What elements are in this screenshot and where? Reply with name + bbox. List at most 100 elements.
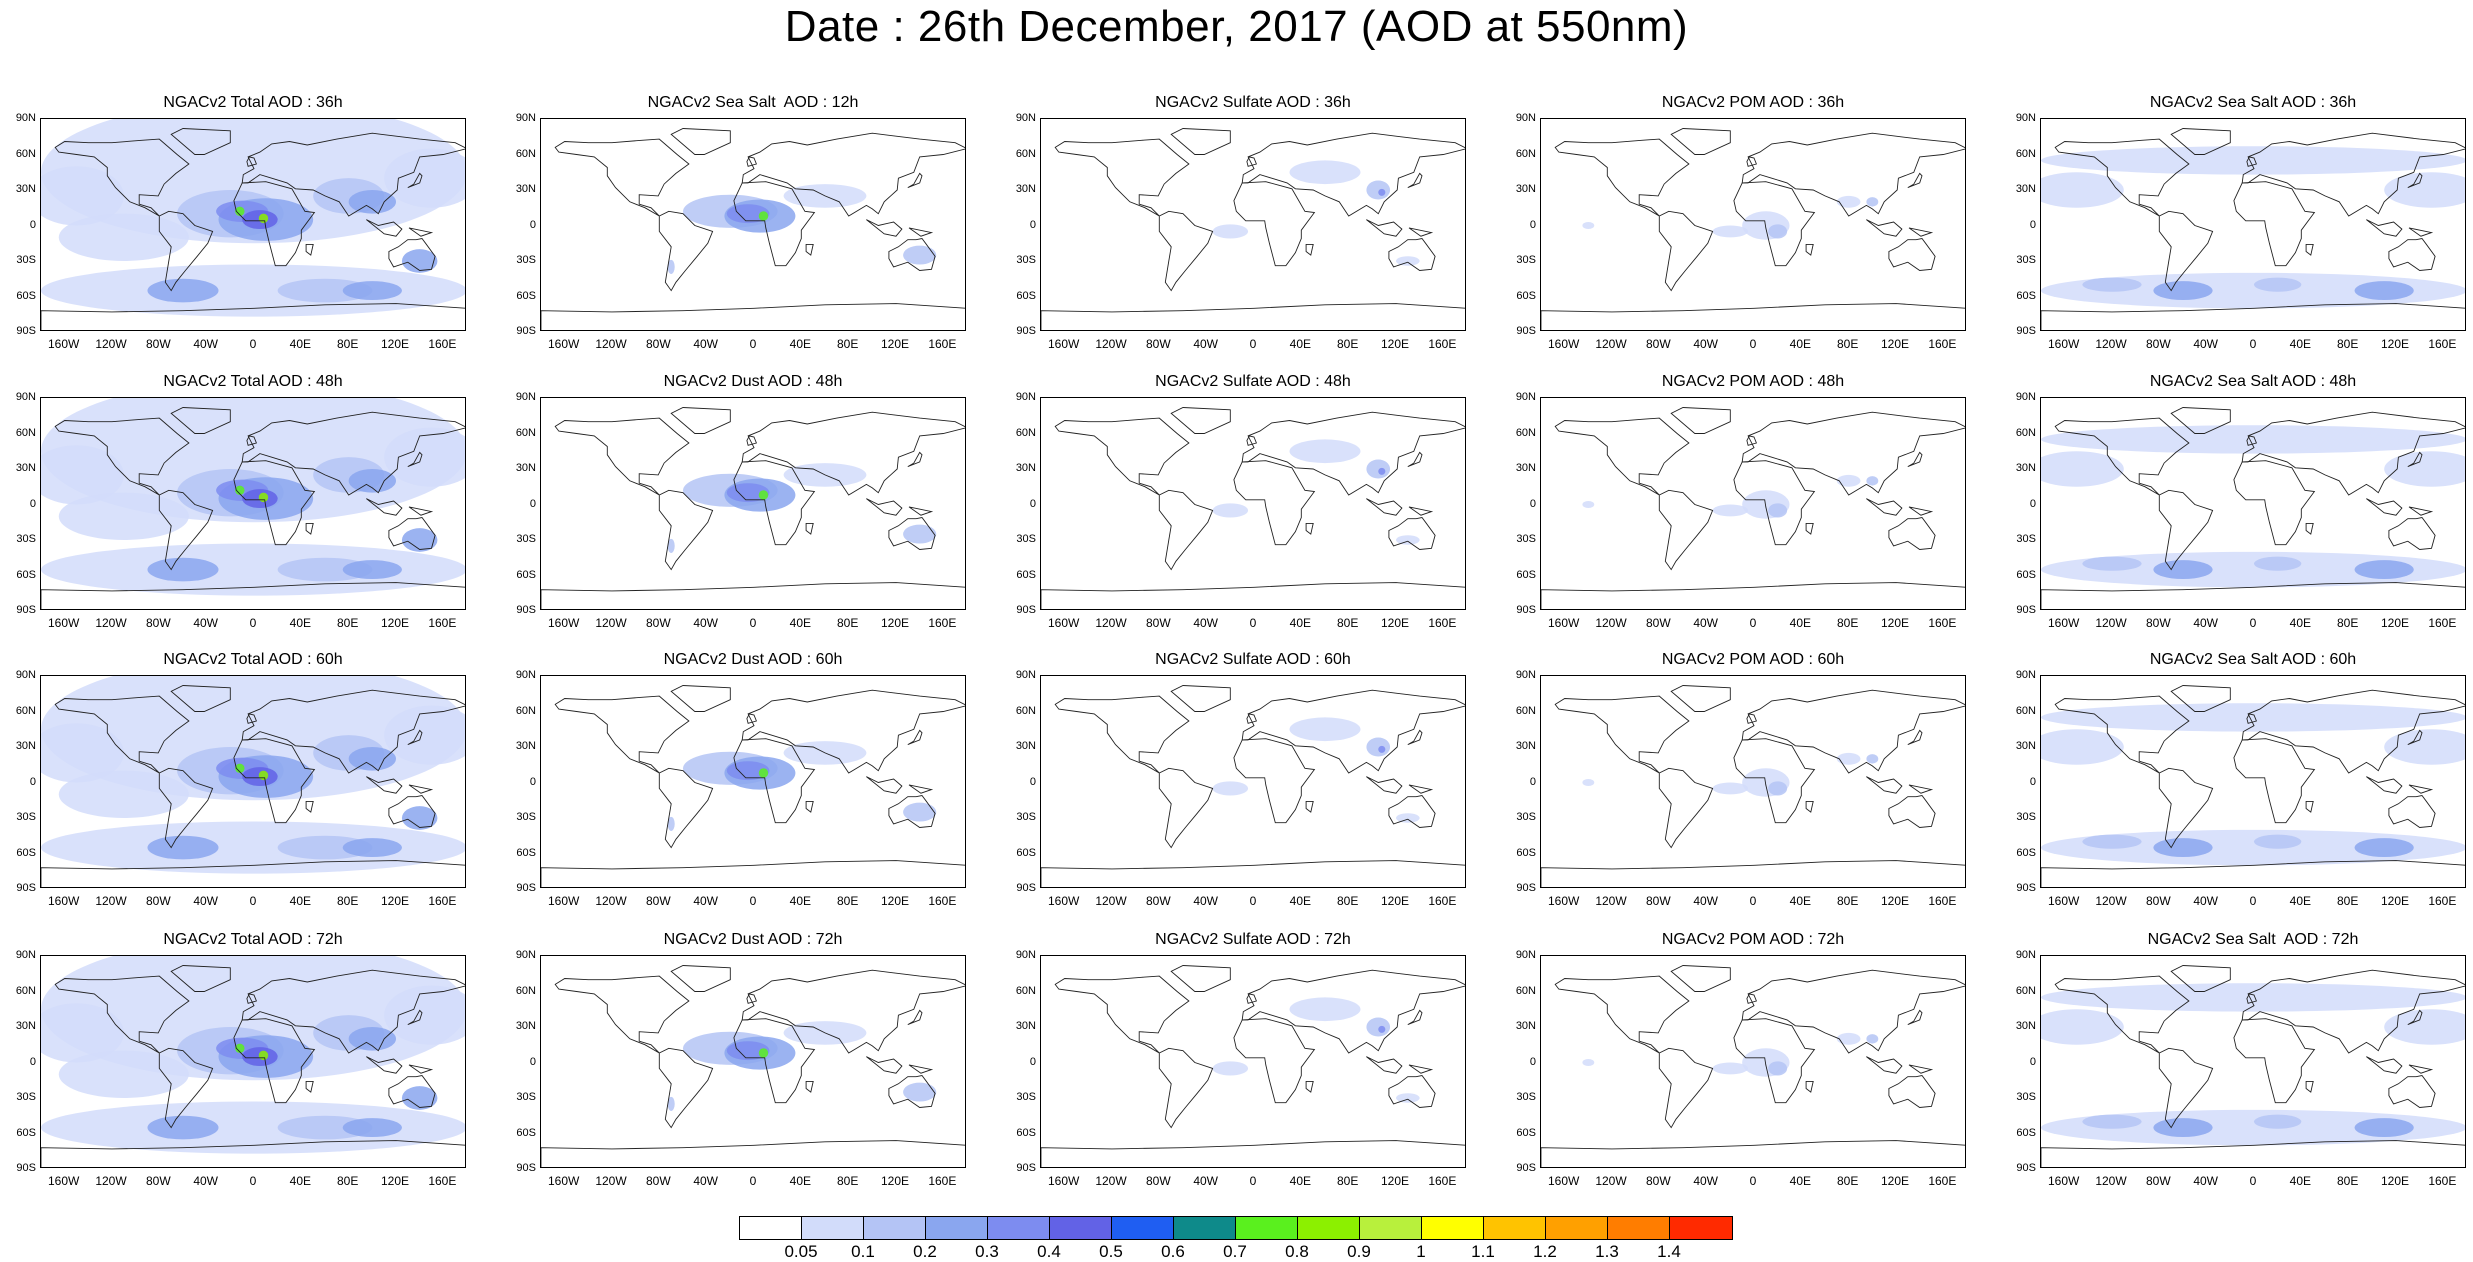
aod-field — [1582, 1058, 1595, 1067]
aod-field — [2041, 172, 2124, 208]
lon-tick-label: 160E — [928, 616, 957, 630]
lon-tick-label: 40W — [1693, 894, 1718, 908]
coastline — [907, 172, 923, 189]
coastline — [2054, 695, 2190, 774]
lat-tick-label: 60N — [2015, 984, 2036, 997]
lon-tick-label: 120W — [1095, 337, 1127, 351]
coastline — [1741, 411, 1965, 496]
lon-tick-label: 160W — [2047, 1174, 2080, 1188]
coastline — [41, 1140, 465, 1167]
lon-tick-label: 80E — [336, 894, 359, 908]
aod-field — [342, 1118, 402, 1138]
lat-tick-label: 90S — [1016, 1162, 1036, 1174]
lon-tick-label: 120W — [95, 1174, 127, 1188]
aod-field — [342, 281, 402, 301]
lon-tick-label: 120W — [1595, 894, 1627, 908]
world-map-svg — [41, 956, 465, 1167]
coastline — [233, 738, 316, 824]
colorbar-segment — [1484, 1217, 1546, 1239]
coastline — [1407, 1009, 1423, 1026]
lon-tick-label: 80E — [336, 337, 359, 351]
lon-tick-label: 120W — [2095, 337, 2127, 351]
aod-field — [2354, 1118, 2414, 1138]
colorbar-label: 0.05 — [784, 1242, 818, 1261]
lon-tick-label: 0 — [749, 894, 757, 908]
aod-field — [1212, 224, 1249, 239]
aod-field — [384, 705, 465, 765]
lon-tick-label: 160E — [1428, 337, 1457, 351]
lat-tick-label: 90N — [15, 949, 36, 961]
lat-tick-label: 0 — [1029, 1055, 1036, 1068]
lon-tick-label: 80W — [1645, 337, 1671, 351]
lat-tick-label: 0 — [1529, 218, 1536, 231]
coastline — [1305, 243, 1314, 256]
colorbar-label: 0.3 — [975, 1242, 999, 1261]
aod-field — [41, 166, 124, 226]
coastline — [388, 795, 436, 828]
lat-tick-label: 90S — [2016, 882, 2036, 894]
coastline — [54, 695, 190, 774]
coastline — [746, 435, 758, 446]
lat-tick-label: 30N — [515, 183, 536, 195]
lat-tick-label: 90N — [515, 949, 536, 961]
lat-tick-label: 0 — [29, 497, 36, 510]
lat-tick-label: 90N — [1015, 669, 1036, 681]
world-map-svg — [1041, 685, 1465, 887]
lon-tick-label: 40E — [789, 337, 811, 351]
coastline — [366, 1056, 403, 1074]
coastline — [907, 451, 923, 468]
coastline — [158, 767, 214, 849]
coastline — [2407, 729, 2423, 746]
lat-tick-label: 30N — [1515, 1020, 1536, 1032]
lon-tick-label: 160E — [1428, 1174, 1457, 1188]
lon-tick-label: 120W — [1095, 894, 1127, 908]
coastline — [1866, 1056, 1903, 1074]
lon-tick-label: 160W — [47, 894, 80, 908]
aod-field — [1582, 500, 1595, 509]
lat-tick-label: 60S — [1016, 1126, 1036, 1139]
aod-field — [58, 1050, 189, 1098]
coastline — [658, 1047, 714, 1129]
lat-tick-label: 60S — [1516, 568, 1536, 581]
lat-tick-label: 60N — [1015, 984, 1036, 997]
coastline — [388, 238, 436, 271]
aod-field — [235, 485, 245, 496]
lat-tick-label: 90S — [16, 1162, 36, 1174]
lon-tick-label: 120W — [1595, 337, 1627, 351]
coastline — [1658, 489, 1714, 571]
lon-tick-label: 120E — [2380, 1174, 2410, 1188]
colorbar-label: 0.1 — [851, 1242, 875, 1261]
coastline — [170, 407, 231, 434]
lat-tick-label: 60N — [2015, 704, 2036, 717]
lon-tick-label: 80W — [2145, 894, 2171, 908]
panel-title: NGACv2 Dust AOD : 48h — [663, 373, 843, 390]
coastline — [305, 522, 314, 535]
lat-tick-label: 0 — [29, 218, 36, 231]
coastline — [1158, 1047, 1214, 1129]
colorbar-segment — [926, 1217, 988, 1239]
map-plot-area — [1540, 118, 1966, 331]
lat-tick-label: 60S — [1016, 846, 1036, 859]
coastline — [1741, 689, 1965, 774]
lon-tick-label: 120W — [595, 337, 627, 351]
aod-field — [58, 492, 189, 540]
aod-field — [2153, 281, 2213, 301]
lon-tick-label: 40W — [693, 894, 718, 908]
map-plot-area — [540, 955, 966, 1168]
coastline — [1305, 1080, 1314, 1093]
coastline — [1041, 303, 1465, 330]
coastline — [2246, 713, 2258, 724]
coastline — [407, 172, 423, 189]
lat-tick-label: 0 — [1029, 218, 1036, 231]
aod-field — [2041, 983, 2465, 1012]
aod-field — [235, 763, 245, 774]
aod-field — [726, 204, 770, 224]
coastline — [2388, 795, 2436, 828]
lon-tick-label: 0 — [2249, 894, 2257, 908]
lon-tick-label: 0 — [1749, 616, 1757, 630]
lon-tick-label: 120W — [1095, 616, 1127, 630]
lat-tick-label: 30N — [1515, 740, 1536, 752]
lon-tick-label: 40E — [2289, 616, 2311, 630]
aod-field — [758, 1048, 769, 1058]
aod-field — [1582, 221, 1595, 230]
